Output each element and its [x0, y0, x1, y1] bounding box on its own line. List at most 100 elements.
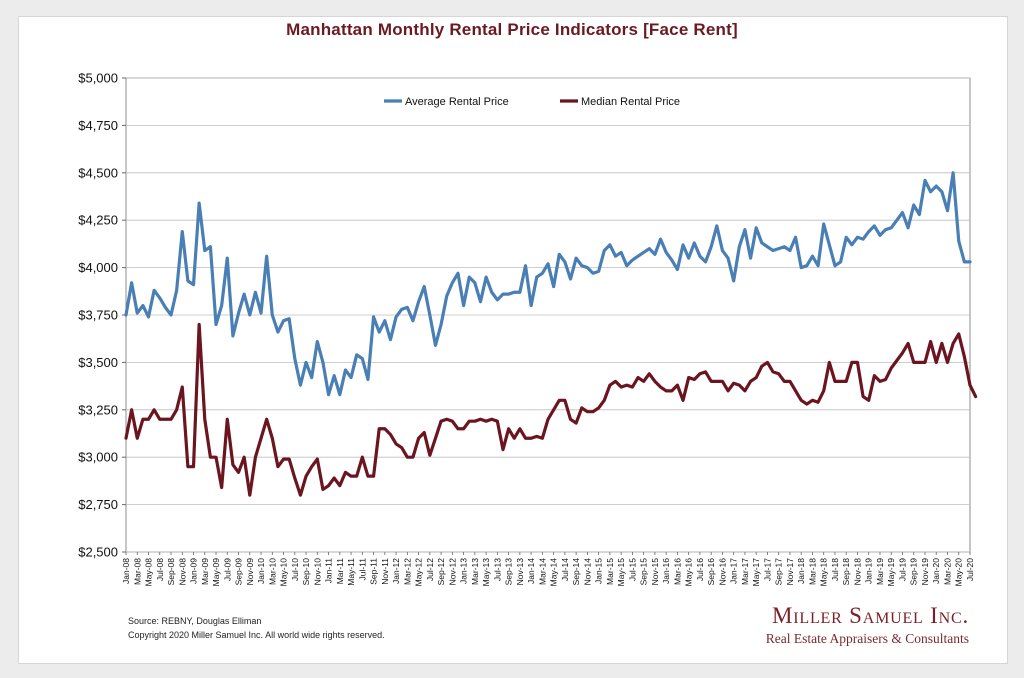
data-point-median [625, 384, 628, 387]
x-tick-label: May-20 [954, 558, 964, 587]
data-point-median [766, 361, 769, 364]
x-tick-label: Jul-16 [695, 558, 705, 581]
x-tick-label: Sep-15 [639, 558, 649, 586]
data-point-median [715, 380, 718, 383]
x-tick-label: May-15 [616, 558, 626, 587]
data-point-median [153, 408, 156, 411]
data-point-median [186, 465, 189, 468]
x-tick-label: Mar-15 [605, 558, 615, 585]
data-point-median [288, 458, 291, 460]
x-tick-label: Jan-16 [661, 558, 671, 584]
data-point-average [186, 279, 189, 282]
data-point-average [873, 224, 876, 227]
data-point-average [355, 353, 358, 356]
data-point-average [209, 245, 212, 248]
data-point-median [822, 389, 825, 392]
x-tick-label: Jul-17 [762, 558, 772, 581]
y-tick-label: $4,000 [78, 260, 118, 275]
x-tick-label: Jul-12 [425, 558, 435, 581]
data-point-average [648, 247, 651, 250]
data-point-average [395, 316, 397, 318]
data-point-median [794, 389, 797, 392]
data-point-median [237, 471, 240, 474]
data-point-average [530, 304, 533, 307]
data-point-average [400, 308, 403, 311]
data-point-average [271, 314, 274, 316]
data-point-median [232, 463, 234, 466]
data-point-median [513, 437, 516, 440]
data-point-median [305, 475, 307, 478]
data-point-average [299, 384, 302, 387]
data-point-average [535, 276, 538, 278]
x-tick-label: Mar-13 [470, 558, 480, 585]
x-tick-label: Jan-15 [594, 558, 604, 584]
data-point-average [378, 331, 381, 333]
data-point-median [277, 465, 279, 468]
data-point-average [316, 340, 319, 343]
data-point-median [164, 418, 167, 421]
data-point-average [957, 240, 960, 242]
data-point-median [811, 399, 814, 402]
x-tick-label: Jan-18 [796, 558, 806, 584]
data-point-median [563, 399, 566, 402]
data-point-median [428, 454, 431, 457]
data-point-average [507, 293, 510, 296]
data-point-median [541, 437, 544, 440]
data-point-average [215, 323, 217, 326]
data-point-median [293, 477, 296, 479]
x-tick-label: Nov-19 [920, 558, 930, 586]
data-point-average [699, 255, 701, 258]
data-point-median [130, 408, 133, 411]
data-point-median [502, 448, 504, 451]
data-point-average [198, 202, 201, 205]
data-point-average [727, 257, 729, 260]
data-point-median [800, 399, 803, 402]
data-point-average [310, 376, 313, 379]
x-tick-label: Jan-11 [324, 558, 334, 584]
data-point-median [265, 418, 268, 421]
data-point-average [288, 317, 291, 320]
data-point-median [659, 386, 662, 388]
x-tick-label: May-13 [481, 558, 491, 587]
data-point-median [243, 456, 246, 459]
data-point-average [428, 314, 431, 316]
x-tick-label: Sep-14 [571, 558, 581, 586]
data-point-average [451, 281, 454, 284]
data-point-median [597, 407, 600, 409]
data-point-median [721, 380, 724, 383]
data-point-median [254, 456, 257, 459]
data-point-median [524, 437, 527, 440]
data-point-average [569, 278, 572, 280]
data-point-average [597, 270, 600, 273]
x-tick-label: Mar-17 [740, 558, 750, 585]
y-tick-label: $4,750 [78, 118, 118, 133]
data-point-average [969, 261, 971, 263]
data-point-average [130, 281, 133, 284]
data-point-median [282, 458, 285, 460]
data-point-median [417, 437, 420, 440]
y-tick-label: $3,000 [78, 450, 118, 465]
data-point-median [518, 427, 521, 430]
data-point-average [226, 257, 229, 260]
data-point-average [862, 238, 864, 241]
data-point-average [620, 251, 623, 254]
data-point-average [879, 234, 881, 237]
y-tick-label: $4,250 [78, 213, 118, 228]
data-point-median [457, 427, 459, 430]
data-point-average [468, 276, 471, 278]
data-point-median [547, 418, 549, 421]
data-point-average [203, 249, 206, 252]
data-point-median [322, 488, 324, 491]
data-point-average [305, 361, 307, 364]
x-tick-label: Jan-13 [459, 558, 469, 584]
x-tick-label: May-14 [549, 558, 559, 587]
data-point-median [918, 361, 921, 364]
data-point-median [569, 418, 572, 421]
data-point-average [839, 261, 842, 263]
data-point-average [614, 255, 617, 258]
data-point-median [558, 399, 561, 402]
data-point-average [136, 312, 139, 314]
x-tick-label: Jul-19 [897, 558, 907, 581]
x-tick-label: Nov-12 [447, 558, 457, 586]
data-point-median [496, 420, 499, 423]
